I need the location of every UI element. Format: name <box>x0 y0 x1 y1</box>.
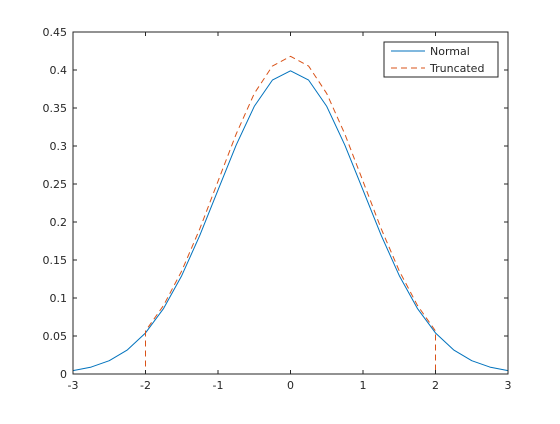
y-tick-label: 0.35 <box>43 102 68 115</box>
y-tick-label: 0.15 <box>43 254 68 267</box>
legend-label-normal: Normal <box>430 45 470 58</box>
x-tick-label: 0 <box>287 379 294 392</box>
y-tick-label: 0.2 <box>50 216 68 229</box>
legend: Normal Truncated <box>383 41 499 78</box>
series-line-truncated <box>73 55 508 375</box>
x-tick-label: 2 <box>432 379 439 392</box>
y-tick-label: 0.1 <box>50 292 68 305</box>
y-tick-label: 0.25 <box>43 178 68 191</box>
x-tick-label: -1 <box>213 379 224 392</box>
y-tick-label: 0.05 <box>43 330 68 343</box>
x-tick-label: -2 <box>140 379 151 392</box>
x-tick-label: 3 <box>505 379 512 392</box>
legend-label-truncated: Truncated <box>429 62 484 75</box>
y-tick-label: 0.45 <box>43 26 68 39</box>
y-tick-label: 0.3 <box>50 140 68 153</box>
plot-area <box>73 32 508 374</box>
x-tick-label: 1 <box>360 379 367 392</box>
y-tick-label: 0.4 <box>50 64 68 77</box>
y-tick-label: 0 <box>60 368 67 381</box>
x-tick-label: -3 <box>68 379 79 392</box>
legend-box <box>383 41 499 78</box>
